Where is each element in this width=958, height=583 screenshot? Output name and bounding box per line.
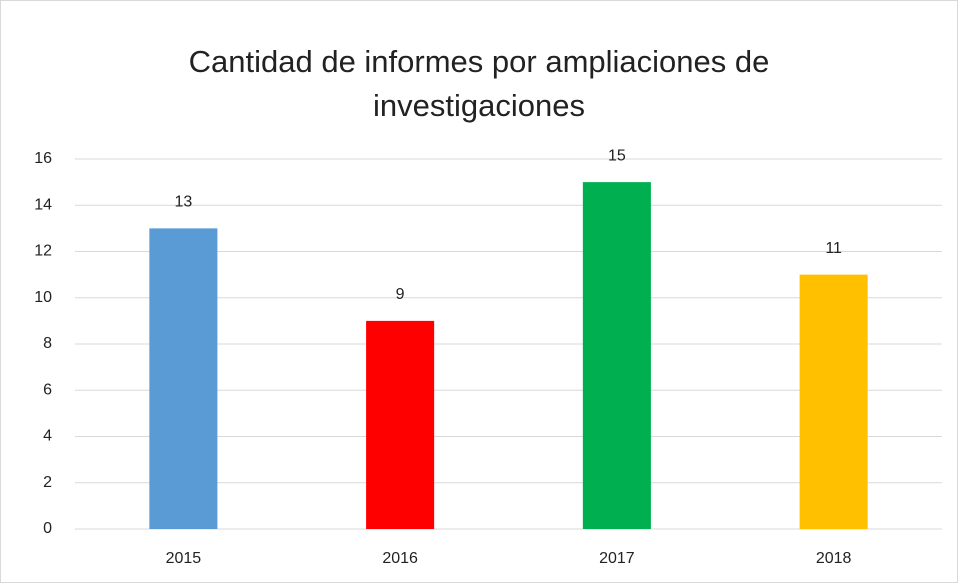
data-label: 9 (396, 286, 405, 303)
y-tick-label: 6 (43, 381, 52, 398)
bar (582, 182, 651, 529)
data-label: 11 (825, 240, 842, 257)
x-tick-label: 2016 (382, 550, 418, 567)
y-tick-label: 2 (43, 474, 52, 491)
bar (799, 274, 868, 529)
chart-title: Cantidad de informes por ampliaciones de… (188, 44, 770, 123)
bar (149, 228, 218, 529)
x-tick-label: 2015 (166, 550, 202, 567)
x-tick-label: 2018 (816, 550, 852, 567)
y-tick-label: 8 (43, 335, 52, 352)
y-tick-label: 16 (34, 150, 52, 167)
y-tick-label: 12 (34, 243, 52, 260)
x-tick-label: 2017 (599, 550, 635, 567)
y-tick-label: 10 (34, 289, 52, 306)
y-tick-label: 4 (43, 428, 52, 445)
data-label: 13 (174, 194, 192, 211)
y-tick-label: 14 (34, 196, 52, 213)
bar (366, 320, 435, 529)
data-label: 15 (608, 147, 626, 164)
y-tick-label: 0 (43, 520, 52, 537)
